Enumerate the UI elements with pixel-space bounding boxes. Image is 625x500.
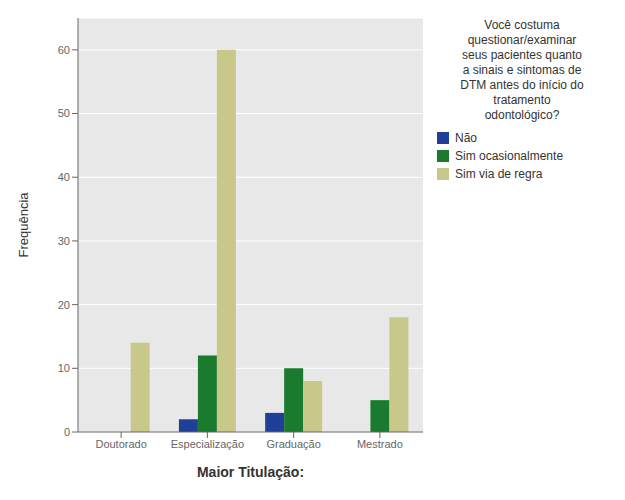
svg-text:50: 50 [58,107,70,119]
svg-text:Mestrado: Mestrado [357,438,403,450]
svg-text:10: 10 [58,362,70,374]
svg-text:60: 60 [58,44,70,56]
html-text:Sim ocasionalmente: Sim ocasionalmente [455,149,564,163]
html-text:Não: Não [455,131,477,145]
svg-text:20: 20 [58,299,70,311]
svg-text:0: 0 [64,426,70,438]
svg-text:Graduação: Graduação [266,438,320,450]
svg-text:30: 30 [58,235,70,247]
svg-text:Doutorado: Doutorado [95,438,146,450]
svg-text:Especialização: Especialização [171,438,244,450]
html-text:Você costuma questionar/examin: Você costuma questionar/examinar seus pa… [460,18,584,122]
svg-text:Maior Titulação:: Maior Titulação: [197,464,304,480]
html-text:Sim via de regra: Sim via de regra [455,167,543,181]
svg-text:40: 40 [58,171,70,183]
svg-text:Frequência: Frequência [16,192,31,258]
